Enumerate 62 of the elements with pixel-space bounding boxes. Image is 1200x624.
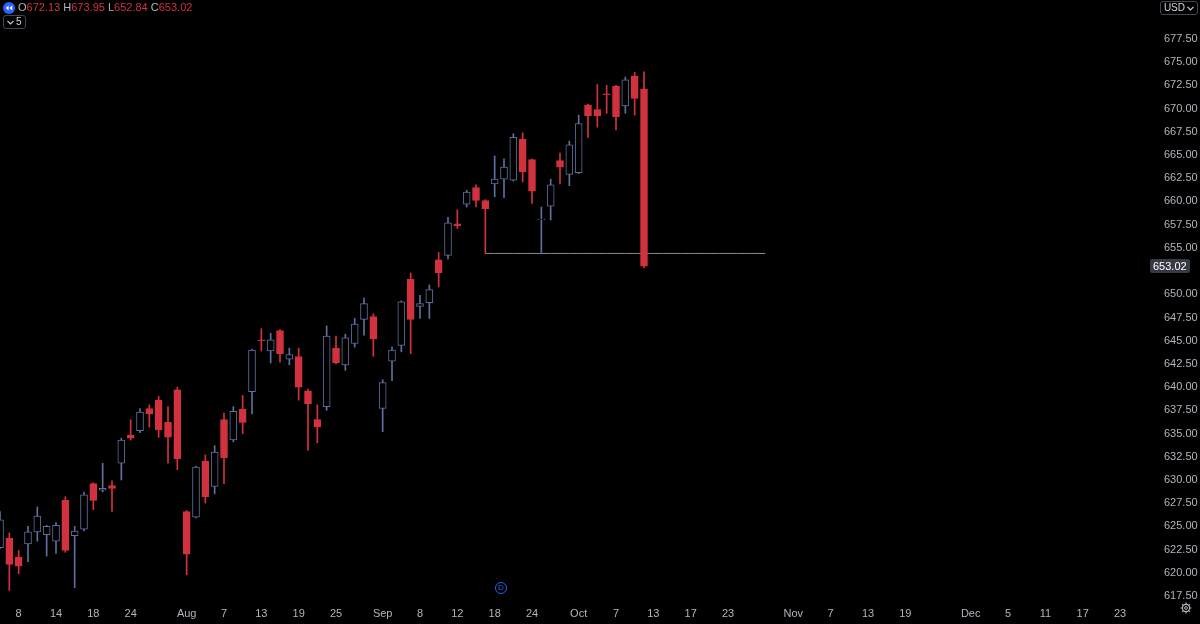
- x-tick-label: 7: [220, 606, 228, 619]
- y-tick-label: 655.00: [1164, 240, 1198, 253]
- y-tick-label: 622.50: [1164, 542, 1198, 555]
- y-tick-label: 677.50: [1164, 32, 1198, 45]
- y-tick-label: 667.50: [1164, 124, 1198, 137]
- x-tick-label: 18: [488, 606, 501, 619]
- candlestick: [304, 388, 312, 451]
- x-tick-label: 17: [684, 606, 697, 619]
- dropdown-button: USD: [1159, 1, 1198, 15]
- x-tick-label: 5: [1004, 606, 1012, 619]
- y-tick-label: 675.00: [1164, 55, 1198, 68]
- x-tick-label: 8: [15, 606, 22, 619]
- x-tick-label: 23: [721, 606, 735, 619]
- y-tick-label: 647.50: [1164, 310, 1198, 323]
- x-tick-label: Nov: [783, 606, 804, 619]
- x-tick-label: 12: [451, 606, 464, 619]
- x-tick-label: 23: [1113, 606, 1127, 619]
- x-tick-label: 25: [329, 606, 343, 619]
- y-tick-label: 662.50: [1164, 171, 1198, 184]
- x-tick-label: 7: [827, 606, 834, 619]
- x-tick-label: Aug: [176, 606, 197, 619]
- x-tick-label: 24: [124, 606, 137, 619]
- candlestick: [416, 294, 424, 319]
- x-tick-label: 19: [292, 606, 305, 619]
- y-tick-label: 657.50: [1164, 217, 1198, 230]
- y-tick-label: 625.00: [1164, 519, 1198, 532]
- y-tick-label: 632.50: [1164, 449, 1198, 462]
- x-tick-label: Sep: [372, 606, 393, 619]
- x-tick-label: 11: [1039, 606, 1052, 619]
- y-tick-label: 672.50: [1164, 78, 1198, 91]
- x-tick-label: 8: [416, 606, 424, 619]
- candlestick: [108, 480, 116, 512]
- x-tick-label: 13: [255, 606, 268, 619]
- x-tick-label: Dec: [960, 606, 981, 619]
- y-tick-label: 670.00: [1164, 101, 1198, 114]
- y-tick-label: 645.00: [1164, 333, 1198, 346]
- x-tick-label: 13: [861, 606, 875, 619]
- x-tick-label: 18: [87, 606, 100, 619]
- y-tick-label: 620.00: [1164, 565, 1198, 578]
- x-tick-label: Oct: [570, 606, 588, 619]
- x-tick-label: 7: [612, 606, 620, 619]
- y-tick-label: 637.50: [1164, 403, 1198, 416]
- y-tick-label: 627.50: [1164, 496, 1198, 509]
- annotation: 5: [16, 16, 22, 28]
- x-tick-label: 24: [525, 606, 539, 619]
- y-tick-label: 642.50: [1164, 356, 1198, 369]
- y-tick-label: 640.00: [1164, 380, 1198, 393]
- x-tick-label: 19: [899, 606, 912, 619]
- x-tick-label: 14: [49, 606, 63, 619]
- y-tick-label: 617.50: [1164, 589, 1198, 602]
- dropdown-button: 5: [3, 15, 26, 29]
- y-tick-label: 630.00: [1164, 472, 1198, 485]
- x-tick-label: 17: [1076, 606, 1089, 619]
- candlestick: [556, 152, 564, 185]
- annotation: D: [495, 582, 507, 594]
- x-tick-label: 13: [647, 606, 660, 619]
- y-tick-label: 635.00: [1164, 426, 1198, 439]
- text: 653.02: [1150, 259, 1190, 274]
- annotation: O672.13 H673.95 L652.84 C653.02: [18, 1, 193, 13]
- y-tick-label: 665.00: [1164, 148, 1198, 161]
- y-tick-label: 650.00: [1164, 287, 1198, 300]
- y-tick-label: 660.00: [1164, 194, 1198, 207]
